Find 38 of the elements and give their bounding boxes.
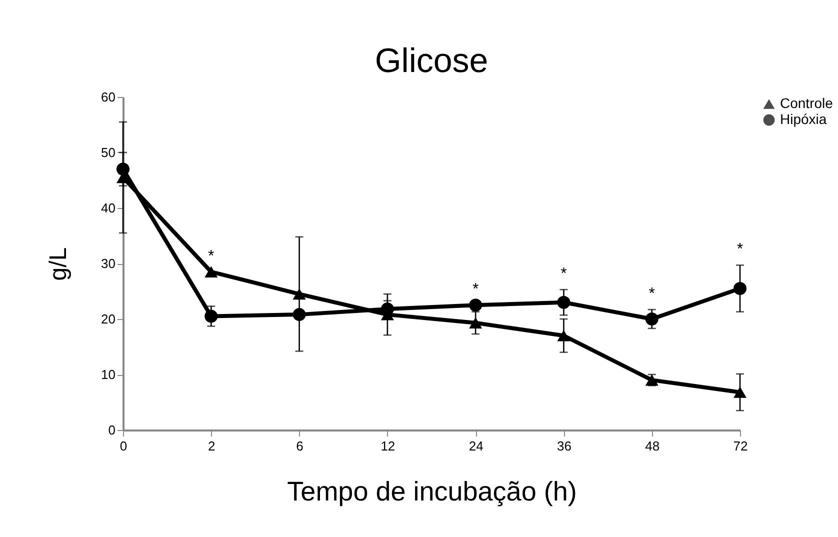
point [733, 282, 747, 295]
x-tick-label: 48 [645, 438, 660, 454]
y-tick-label: 20 [101, 312, 116, 326]
y-axis-title: g/L [45, 247, 72, 281]
y-tick-label: 0 [108, 422, 116, 438]
x-tick-label: 72 [733, 438, 748, 454]
x-tick-label: 24 [468, 438, 484, 454]
x-tick-label: 6 [296, 438, 304, 454]
point [116, 162, 130, 176]
point [204, 266, 218, 278]
annotation: * [648, 286, 655, 303]
x-axis-title: Tempo de incubação (h) [287, 476, 577, 506]
point [645, 374, 658, 386]
legend-label: Controle [780, 95, 834, 111]
point [469, 317, 482, 329]
x-tick-label: 36 [556, 438, 572, 454]
y-tick-label: 30 [101, 256, 116, 271]
point [469, 298, 482, 312]
legend-label: Hipóxia [780, 111, 827, 127]
point [557, 296, 570, 309]
y-tick-label: 60 [101, 90, 116, 104]
chart-title: Glicose [374, 42, 488, 80]
y-tick-label: 50 [101, 145, 116, 160]
point [645, 312, 658, 326]
point [292, 288, 306, 300]
y-tick-label: 40 [101, 200, 116, 216]
annotation: * [208, 248, 214, 265]
point [733, 386, 747, 398]
x-tick-label: 0 [120, 438, 128, 454]
x-tick-label: 12 [380, 438, 396, 454]
x-tick-label: 2 [208, 438, 216, 454]
annotation: * [736, 241, 744, 258]
annotation: * [472, 281, 479, 298]
point [557, 330, 570, 342]
point [292, 308, 306, 322]
annotation: * [560, 266, 567, 283]
point [204, 310, 218, 323]
y-tick-label: 10 [101, 367, 116, 382]
